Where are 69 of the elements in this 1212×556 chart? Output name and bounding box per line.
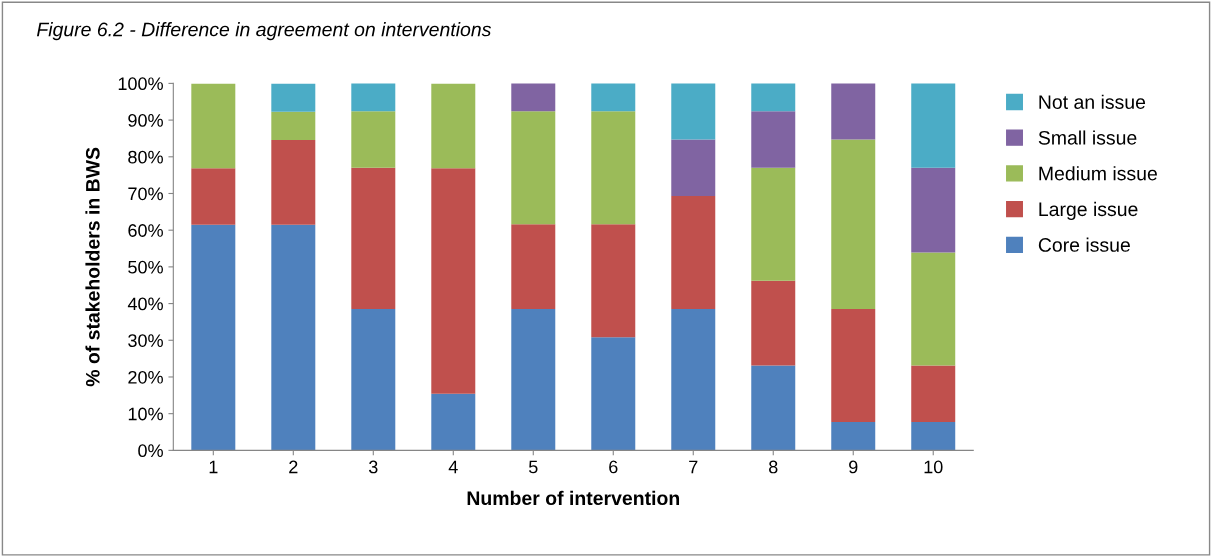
bar bbox=[751, 280, 796, 366]
bar bbox=[591, 337, 636, 451]
bar bbox=[591, 224, 636, 338]
legend-label: Medium issue bbox=[1039, 166, 1157, 181]
x-tick-label: 7 bbox=[689, 460, 698, 474]
x-tick-label: 3 bbox=[368, 460, 378, 474]
bar bbox=[351, 167, 396, 310]
y-tick-label: 100% bbox=[118, 77, 163, 91]
x-tick-label: 10 bbox=[924, 460, 943, 474]
bar bbox=[191, 83, 236, 169]
bar bbox=[351, 111, 396, 168]
legend-label: Core issue bbox=[1038, 237, 1130, 252]
legend-label: Large issue bbox=[1039, 201, 1138, 220]
bar bbox=[751, 167, 796, 281]
y-tick-label: 20% bbox=[128, 370, 163, 384]
x-tick-label: 5 bbox=[528, 460, 538, 474]
y-tick-label: 10% bbox=[128, 407, 163, 421]
y-tick-label: 50% bbox=[128, 260, 163, 274]
bar bbox=[751, 111, 796, 168]
x-tick-label: 2 bbox=[289, 460, 298, 474]
bar bbox=[511, 309, 556, 451]
bar bbox=[671, 139, 716, 197]
bar bbox=[671, 83, 716, 140]
y-tick-label: 80% bbox=[128, 150, 163, 164]
legend-label: Small issue bbox=[1038, 130, 1137, 145]
y-tick-label: 70% bbox=[128, 187, 163, 201]
x-tick-label: 1 bbox=[209, 460, 218, 474]
bar bbox=[271, 224, 316, 451]
x-tick-label: 9 bbox=[849, 460, 858, 474]
chart-title: Figure 6.2 - Difference in agreement on interventions bbox=[36, 22, 491, 41]
bar bbox=[511, 83, 556, 112]
bar bbox=[431, 168, 476, 394]
bar bbox=[671, 196, 716, 310]
bar bbox=[191, 224, 236, 451]
legend-label: Not an issue bbox=[1039, 94, 1146, 109]
bar bbox=[511, 111, 556, 225]
bar bbox=[271, 83, 316, 112]
x-tick-label: 6 bbox=[609, 460, 618, 474]
bar bbox=[751, 83, 796, 112]
y-tick-label: 60% bbox=[128, 224, 163, 237]
y-tick-label: 90% bbox=[128, 114, 163, 127]
bar bbox=[831, 422, 876, 451]
bar bbox=[271, 139, 316, 225]
y-axis-title: % of stakeholders in BWS bbox=[85, 147, 100, 387]
bar bbox=[191, 168, 236, 225]
y-tick-label: 0% bbox=[138, 444, 163, 458]
x-axis-title: Number of intervention bbox=[467, 490, 680, 506]
bar bbox=[591, 83, 636, 112]
bar bbox=[831, 139, 876, 310]
x-tick-label: 8 bbox=[769, 460, 778, 474]
bar bbox=[911, 365, 956, 423]
bar bbox=[911, 167, 956, 253]
bar bbox=[431, 393, 476, 451]
bar bbox=[351, 309, 396, 451]
x-tick-label: 4 bbox=[448, 460, 458, 474]
y-tick-label: 30% bbox=[128, 334, 163, 347]
bar bbox=[431, 83, 476, 169]
bar bbox=[271, 111, 316, 140]
bar bbox=[751, 365, 796, 451]
bar bbox=[911, 83, 956, 168]
bar bbox=[351, 83, 396, 112]
bar bbox=[511, 224, 556, 310]
y-tick-label: 40% bbox=[127, 297, 163, 311]
bar bbox=[831, 83, 876, 140]
bar bbox=[591, 111, 636, 225]
bar bbox=[831, 309, 876, 423]
bar bbox=[911, 422, 956, 451]
bar bbox=[911, 252, 956, 366]
bar bbox=[671, 309, 716, 451]
